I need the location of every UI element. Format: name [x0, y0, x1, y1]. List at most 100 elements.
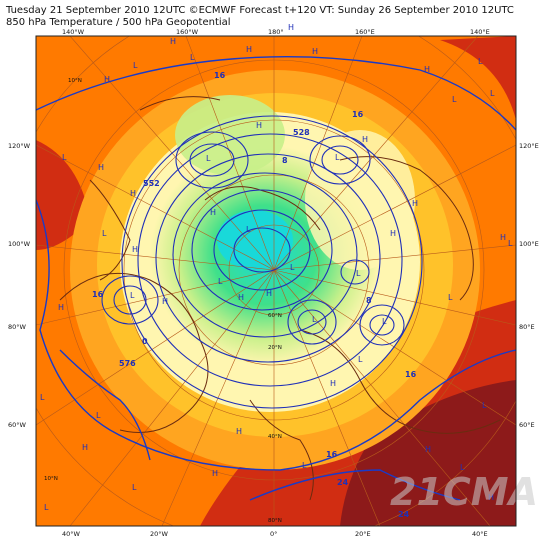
contour-label-16-se: 16 [405, 370, 417, 379]
lon-label-180: 180° [268, 28, 284, 36]
contour-label-16-west: 16 [92, 290, 104, 299]
low-pressure-marker: L [218, 277, 223, 286]
low-pressure-marker: L [44, 503, 49, 512]
map-fill-layer [36, 36, 516, 526]
lon-label-140w: 140°W [62, 28, 85, 36]
low-pressure-marker: L [358, 355, 363, 364]
high-pressure-marker: H [500, 233, 506, 242]
high-pressure-marker: H [425, 445, 431, 454]
low-pressure-marker: L [133, 61, 138, 70]
lon-label-160e: 160°E [355, 28, 375, 36]
low-pressure-marker: L [490, 89, 495, 98]
high-pressure-marker: H [488, 493, 494, 502]
high-pressure-marker: H [212, 469, 218, 478]
low-pressure-marker: L [508, 239, 513, 248]
contour-label-16-north: 16 [214, 71, 226, 80]
lon-labels-top: 140°W 160°W 180° 160°E 140°E [62, 28, 490, 36]
high-pressure-marker: H [362, 135, 368, 144]
lon-label-120w: 120°W [8, 142, 31, 150]
lat-label-40n: 40°N [268, 434, 282, 440]
pressure-centres: H H L H H L H L H L L L L H H L H H L H H L L H L L L H L H H L H H L L H L H… [40, 23, 513, 512]
low-pressure-marker: L [130, 291, 135, 300]
high-pressure-marker: H [162, 297, 168, 306]
low-pressure-marker: L [132, 483, 137, 492]
lon-labels-bottom: 40°W 20°W 0° 20°E 40°E [62, 530, 488, 538]
cool-lobe-north [175, 95, 285, 175]
low-pressure-marker: L [312, 315, 317, 324]
lon-label-120e: 120°E [519, 142, 539, 150]
lon-label-60w: 60°W [8, 421, 27, 429]
lon-label-100w: 100°W [8, 240, 31, 248]
high-pressure-marker: H [330, 379, 336, 388]
low-pressure-marker: L [382, 317, 387, 326]
lon-label-0: 0° [270, 530, 277, 538]
lon-label-160w: 160°W [176, 28, 199, 36]
chart-header: Tuesday 21 September 2010 12UTC ©ECMWF F… [6, 5, 542, 29]
watermark: 21CMA [390, 470, 538, 514]
high-pressure-marker: H [412, 199, 418, 208]
contour-label-8: 8 [282, 156, 288, 165]
lon-label-20w: 20°W [150, 530, 169, 538]
lon-label-20e: 20°E [355, 530, 371, 538]
contour-label-16-ne: 16 [352, 110, 364, 119]
contour-label-8-east: 8 [366, 296, 372, 305]
lat-label-10n-top: 10°N [68, 78, 82, 84]
forecast-title: Tuesday 21 September 2010 12UTC ©ECMWF F… [6, 5, 514, 16]
high-pressure-marker: H [266, 289, 272, 298]
high-pressure-marker: H [170, 37, 176, 46]
lat-label-60n: 60°N [268, 313, 282, 319]
low-pressure-marker: L [102, 229, 107, 238]
hot-region-northeast [440, 36, 516, 120]
high-pressure-marker: H [98, 163, 104, 172]
coastlines [59, 96, 501, 501]
low-pressure-marker: L [290, 263, 295, 272]
fields-subtitle: 850 hPa Temperature / 500 hPa Geopotenti… [6, 17, 231, 28]
lat-label-80n: 80°N [268, 518, 282, 524]
low-pressure-marker: L [246, 225, 251, 234]
lat-labels: 10°N 60°N 20°N 40°N 80°N 10°N [44, 78, 282, 524]
high-pressure-marker: H [82, 443, 88, 452]
high-pressure-marker: H [104, 75, 110, 84]
low-pressure-marker: L [40, 393, 45, 402]
cool-lobe-east [305, 130, 415, 270]
high-pressure-marker: H [130, 189, 136, 198]
low-pressure-marker: L [460, 463, 465, 472]
lat-label-20n: 20°N [268, 345, 282, 351]
low-pressure-marker: L [302, 461, 307, 470]
contour-labels: 16 16 16 16 24 24 8 8 0 16 576 552 528 [92, 71, 417, 519]
low-pressure-marker: L [356, 269, 361, 278]
high-pressure-marker: H [390, 229, 396, 238]
lon-label-140e: 140°E [470, 28, 490, 36]
lon-label-100e: 100°E [519, 240, 539, 248]
high-pressure-marker: H [236, 427, 242, 436]
low-pressure-marker: L [206, 154, 211, 163]
lon-label-80e: 80°E [519, 323, 535, 331]
lon-label-80w: 80°W [8, 323, 27, 331]
lon-label-60e: 60°E [519, 421, 535, 429]
high-pressure-marker: H [424, 65, 430, 74]
lon-labels-right: 120°E 100°E 80°E 60°E [519, 142, 539, 429]
high-pressure-marker: H [210, 208, 216, 217]
lon-labels-left: 120°W 100°W 80°W 60°W [8, 142, 31, 429]
lon-label-40e: 40°E [472, 530, 488, 538]
high-marker: H [288, 23, 294, 32]
low-pressure-marker: L [452, 95, 457, 104]
high-pressure-marker: H [312, 47, 318, 56]
low-pressure-marker: L [62, 153, 67, 162]
map-frame [35, 35, 517, 527]
geopotential-contours [101, 115, 423, 409]
lon-label-40w: 40°W [62, 530, 81, 538]
high-pressure-marker: H [238, 293, 244, 302]
high-pressure-marker: H [132, 245, 138, 254]
contour-label-576: 576 [119, 359, 136, 368]
isotherm-lines [36, 55, 516, 501]
high-pressure-marker: H [256, 121, 262, 130]
low-pressure-marker: L [190, 53, 195, 62]
low-pressure-marker: L [96, 411, 101, 420]
high-pressure-marker: H [246, 45, 252, 54]
low-pressure-marker: L [335, 153, 340, 162]
contour-label-528: 528 [293, 128, 310, 137]
low-pressure-marker: L [448, 293, 453, 302]
